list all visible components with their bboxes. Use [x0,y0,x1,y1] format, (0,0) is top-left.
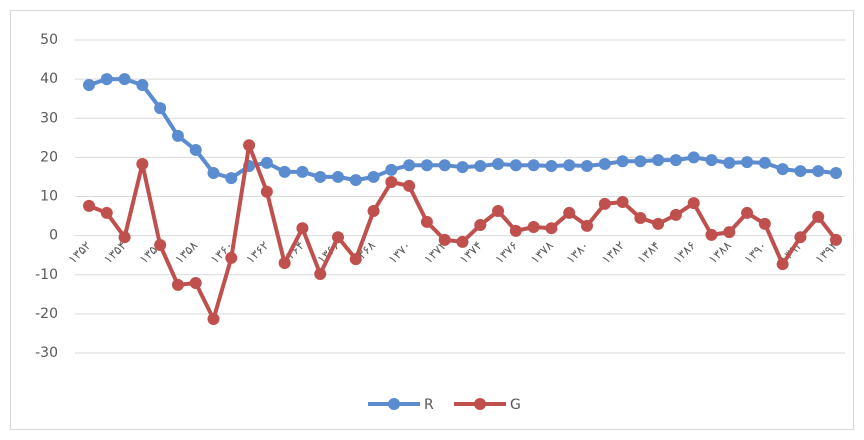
data-point [563,206,576,219]
data-point [741,206,754,219]
data-point [509,224,522,237]
data-point [314,267,327,280]
data-point [830,167,842,180]
data-point [652,217,665,230]
data-point [509,159,522,172]
data-point [118,73,131,86]
data-point [367,170,380,183]
data-point [403,179,416,192]
data-point [545,222,558,235]
data-point [794,165,807,178]
data-point [260,156,273,169]
data-point [136,78,149,91]
data-point [438,159,451,172]
data-point [225,172,238,185]
legend-label: G [510,397,521,413]
data-point [456,161,469,174]
data-point [314,170,327,183]
data-point [705,154,718,167]
data-point [634,155,647,168]
data-point [438,233,451,246]
data-point [349,253,362,266]
data-point [385,163,398,176]
data-point [171,278,184,291]
y-tick-label: -20 [35,306,58,322]
data-point [83,199,95,212]
data-point [616,155,629,168]
data-point [652,154,665,167]
data-point [332,170,344,183]
data-point [349,174,362,187]
y-tick-label: 0 [49,228,58,244]
data-point [598,197,611,210]
data-point [545,159,558,172]
data-point [741,156,754,169]
data-point [154,102,167,115]
data-point [118,231,131,244]
data-point [794,231,807,244]
data-point [474,159,487,172]
data-point [385,176,398,189]
data-point [527,221,540,234]
data-point [189,276,202,289]
data-point [260,185,273,198]
data-point [758,156,771,169]
y-tick-label: -30 [35,345,58,361]
y-tick-label: 30 [40,110,58,126]
data-point [723,156,736,169]
data-point [100,73,113,86]
legend-label: R [424,397,434,413]
data-point [456,235,469,248]
data-point [83,78,95,91]
data-point [171,129,184,142]
data-point [830,233,842,246]
data-point [154,239,167,252]
data-point [812,210,825,223]
data-point [758,217,771,230]
y-tick-label: 50 [40,32,58,48]
y-tick-label: 20 [40,149,58,165]
data-point [420,159,433,172]
data-point [563,159,576,172]
data-point [492,204,505,217]
data-point [474,219,487,232]
data-point [669,208,682,221]
data-point [687,197,700,210]
data-point [403,159,416,172]
data-point [776,258,789,271]
data-point [189,143,202,156]
data-point [296,222,309,235]
y-tick-label: 40 [40,71,58,87]
data-point [723,226,736,239]
data-point [598,158,611,171]
data-point [278,165,291,178]
data-point [669,154,682,167]
legend-marker [474,398,486,410]
data-point [776,163,789,176]
data-point [332,231,344,244]
data-point [278,257,291,270]
data-point [243,139,256,152]
y-tick-label: 10 [40,189,58,205]
data-point [812,165,825,178]
data-point [225,251,238,264]
data-point [581,219,593,232]
data-point [367,204,380,217]
data-point [687,151,700,164]
data-point [136,158,149,171]
legend-marker [388,398,400,410]
data-point [634,212,647,225]
data-point [100,206,113,219]
data-point [527,159,540,172]
y-tick-label: -10 [35,267,58,283]
data-point [420,215,433,228]
data-point [296,165,309,178]
data-point [492,158,505,171]
data-point [207,312,220,325]
data-point [207,167,220,180]
data-point [581,159,593,172]
data-point [616,195,629,208]
data-point [705,228,718,241]
